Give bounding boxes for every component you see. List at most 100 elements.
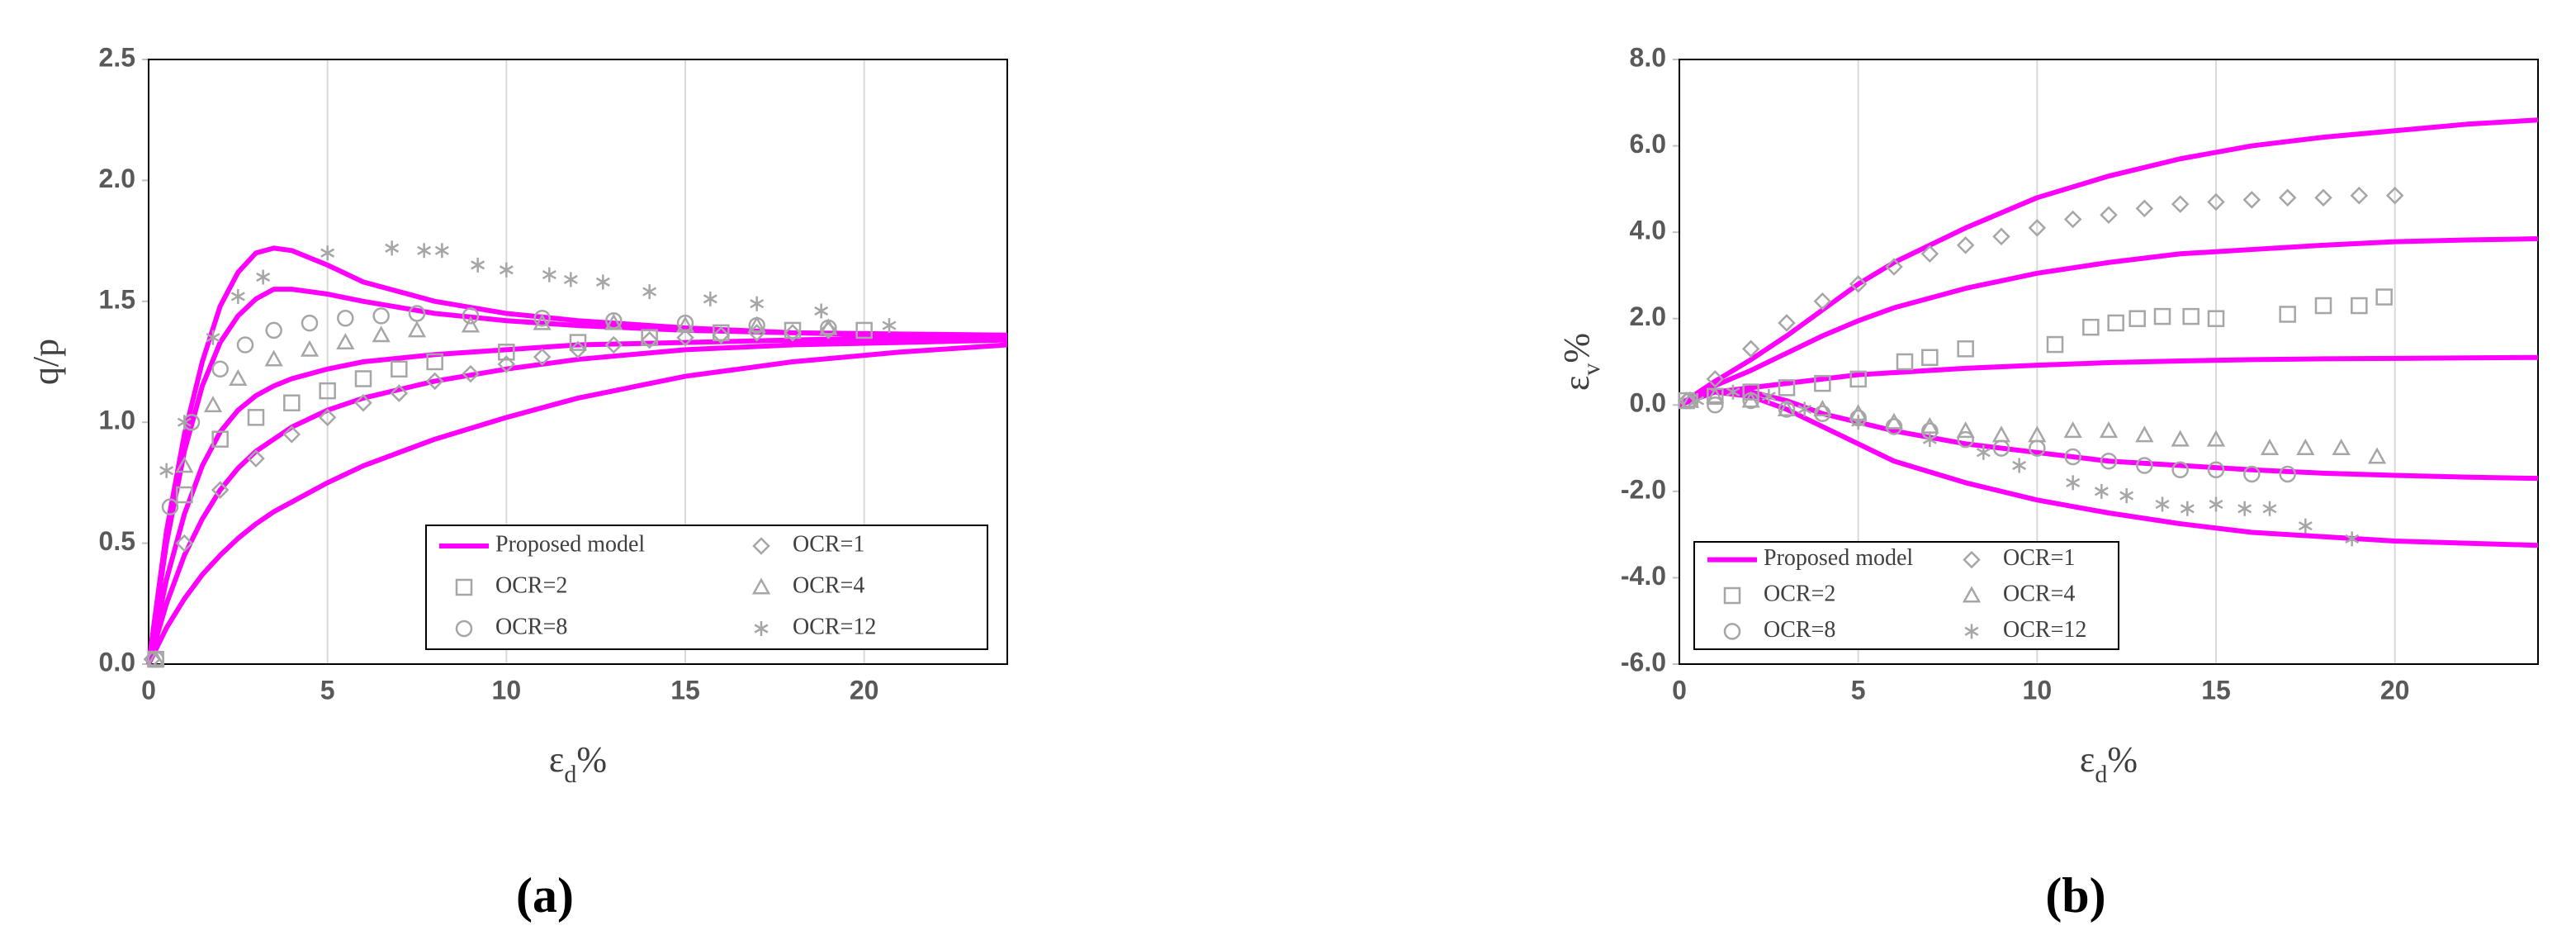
legend-label: Proposed model (495, 531, 645, 557)
marker (2260, 438, 2280, 456)
axis-label-part: ε (1556, 376, 1597, 391)
marker (563, 272, 578, 287)
marker (211, 430, 229, 448)
marker (1814, 374, 1831, 392)
marker (1920, 244, 1939, 263)
marker (175, 534, 194, 553)
marker (407, 320, 427, 338)
marker (2182, 307, 2200, 325)
marker (855, 321, 873, 339)
marker (2180, 501, 2195, 516)
y-tick-label: 0.0 (99, 647, 135, 677)
y-tick-label: 8.0 (1630, 42, 1666, 72)
x-tick-label: 0 (141, 675, 156, 705)
marker (336, 333, 355, 350)
marker (820, 319, 837, 337)
marker (1706, 370, 1725, 388)
panel-label: (a) (516, 868, 574, 923)
marker (2279, 465, 2296, 483)
marker (1680, 391, 1700, 408)
marker (497, 355, 516, 373)
marker (2171, 195, 2190, 213)
marker (1851, 415, 1866, 430)
axis-label-part: d (564, 761, 576, 788)
legend-label: Proposed model (1764, 545, 1913, 571)
y-tick-label: 4.0 (1630, 216, 1666, 245)
marker (2028, 219, 2047, 237)
marker (2153, 307, 2171, 325)
marker (882, 318, 897, 334)
marker (434, 243, 449, 259)
marker (1741, 339, 1760, 358)
legend-swatch (455, 578, 473, 596)
marker (2385, 186, 2404, 205)
marker (1778, 314, 1796, 332)
legend-swatch (1962, 586, 1982, 603)
marker (1778, 401, 1796, 418)
marker (1814, 405, 1831, 422)
x-tick-label: 20 (850, 675, 879, 705)
marker (282, 425, 301, 444)
marker (1813, 399, 1832, 416)
y-axis-label: q/p (26, 339, 66, 385)
marker (676, 328, 694, 347)
marker (2135, 199, 2154, 218)
marker (2100, 206, 2118, 224)
legend: Proposed model OCR=1 OCR=2 OCR=4 OCR=8 OCR=12 (425, 525, 988, 650)
marker (569, 334, 587, 351)
marker (318, 408, 337, 427)
marker (2279, 306, 2296, 323)
marker (211, 481, 230, 499)
legend-swatch (1723, 623, 1741, 640)
marker (2119, 488, 2134, 504)
marker (2029, 439, 2046, 457)
marker (2345, 531, 2360, 547)
marker (2135, 425, 2154, 443)
model-line (1678, 117, 2539, 548)
marker (2350, 186, 2369, 205)
marker (1849, 275, 1868, 293)
legend-swatch (752, 537, 770, 555)
marker (2171, 461, 2189, 478)
marker (256, 269, 271, 285)
marker (499, 262, 514, 278)
legend-label: OCR=2 (1764, 581, 1835, 606)
legend-label: OCR=1 (2003, 545, 2075, 571)
marker (300, 339, 320, 357)
marker (498, 344, 515, 361)
marker (747, 316, 766, 333)
marker (1849, 370, 1867, 388)
y-tick-label: 0.5 (99, 526, 135, 556)
marker (542, 267, 556, 282)
marker (2129, 310, 2146, 327)
legend-swatch (1963, 550, 1981, 569)
marker (2107, 314, 2124, 332)
marker (640, 330, 659, 349)
marker (1813, 292, 1832, 311)
marker (2064, 448, 2081, 466)
axis-label-part: ε (2080, 739, 2095, 780)
marker (161, 498, 179, 515)
marker (337, 310, 354, 327)
x-tick-label: 10 (492, 675, 522, 705)
marker (462, 364, 480, 383)
y-tick-label: -4.0 (1621, 561, 1666, 591)
x-tick-label: 20 (2380, 675, 2410, 705)
marker (1777, 399, 1797, 416)
marker (230, 288, 245, 304)
chart: 0 5 10 15 20 0.0 0.5 1.0 1.5 2.0 2.5 εd% q/p (a) Propo… (26, 42, 1008, 923)
legend: Proposed model OCR=1 OCR=2 OCR=4 OCR=8 OCR=12 (1693, 541, 2119, 650)
marker (426, 353, 443, 371)
marker (177, 415, 192, 430)
marker (2094, 483, 2109, 499)
marker (1707, 396, 1724, 414)
marker (2314, 188, 2332, 207)
marker (462, 307, 480, 325)
marker (2155, 496, 2170, 512)
axis-label-part: d (2095, 761, 2107, 788)
panel-label: (b) (2045, 868, 2105, 923)
marker (391, 360, 408, 378)
marker (2046, 335, 2064, 354)
marker (247, 449, 265, 468)
legend-label: OCR=8 (1764, 617, 1835, 643)
